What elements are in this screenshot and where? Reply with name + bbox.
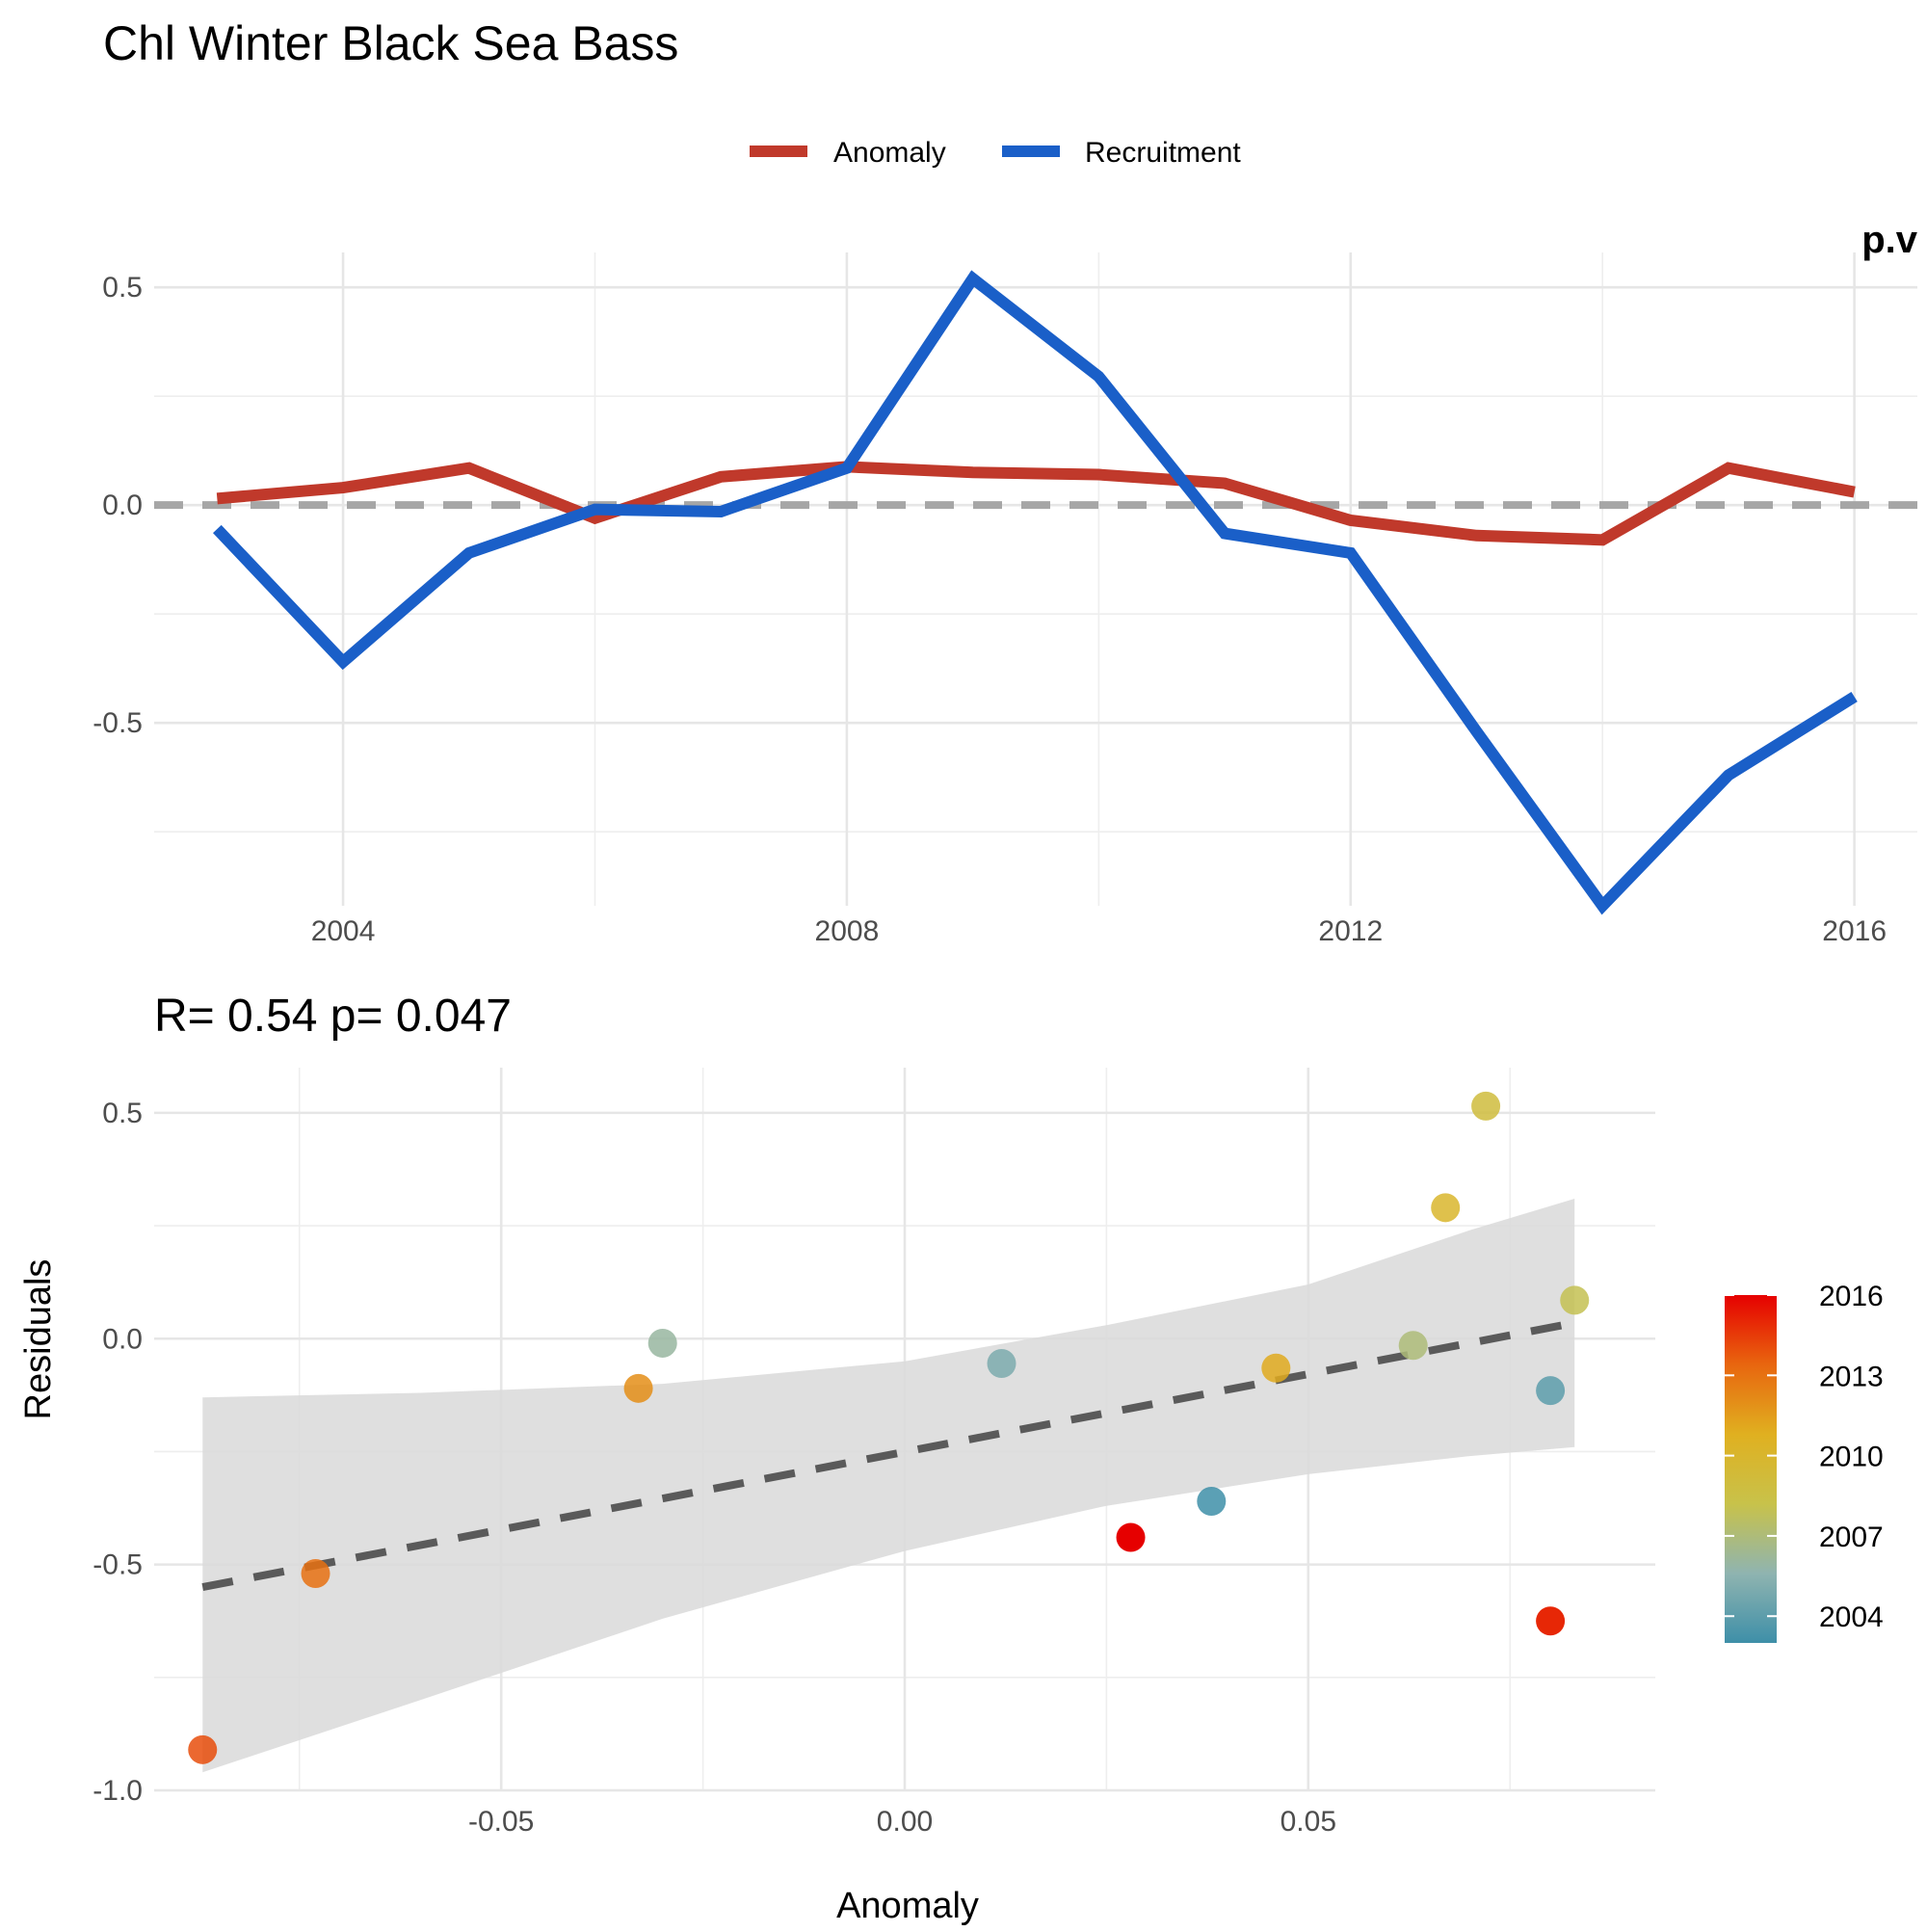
top-y-tick-label: 0.5 <box>102 272 143 304</box>
top-grid <box>154 252 1917 906</box>
colorbar-gradient <box>1725 1295 1777 1643</box>
colorbar-tick-label: 2013 <box>1819 1361 1884 1392</box>
bottom-x-tick-label: -0.05 <box>468 1806 534 1838</box>
bottom-chart-title: R= 0.54 p= 0.047 <box>154 991 512 1042</box>
top-series <box>213 270 1858 915</box>
scatter-point <box>1398 1331 1428 1361</box>
scatter-point <box>301 1559 330 1588</box>
top-y-tick-label: 0.0 <box>102 490 143 521</box>
scatter-point <box>647 1328 677 1358</box>
top-legend: Anomaly Recruitment <box>750 137 1241 169</box>
bottom-x-tick-label: 0.05 <box>1280 1806 1336 1838</box>
fit-line <box>201 1318 1575 1591</box>
bottom-y-tick-label: -0.5 <box>92 1549 143 1581</box>
top-panel: Chl Winter Black Sea Bass Anomaly Recrui… <box>92 16 1917 947</box>
scatter-point <box>1560 1285 1590 1315</box>
series-line-anomaly <box>216 461 1856 546</box>
top-tick-labels: 2004 2008 2012 2016 0.5 0.0 -0.5 <box>92 272 1887 947</box>
confidence-ribbon <box>202 1198 1575 1773</box>
bottom-tick-labels: -0.05 0.00 0.05 0.5 0.0 -0.5 -1.0 <box>92 1098 1336 1838</box>
bottom-y-tick-label: 0.0 <box>102 1323 143 1355</box>
corner-clipped-text: p.v <box>1861 219 1918 261</box>
scatter-point <box>623 1373 653 1403</box>
colorbar-tick-label: 2010 <box>1819 1442 1884 1473</box>
bottom-x-tick-label: 0.00 <box>877 1806 933 1838</box>
top-y-tick-label: -0.5 <box>92 707 143 739</box>
scatter-point <box>1536 1606 1566 1636</box>
top-x-tick-label: 2016 <box>1822 915 1887 947</box>
scatter-points <box>188 1091 1590 1764</box>
top-chart-title: Chl Winter Black Sea Bass <box>103 16 678 70</box>
legend-anomaly-label: Anomaly <box>833 137 946 169</box>
scatter-point <box>1261 1353 1291 1383</box>
scatter-point <box>1536 1376 1566 1406</box>
bottom-y-tick-label: 0.5 <box>102 1098 143 1129</box>
top-x-tick-label: 2012 <box>1318 915 1383 947</box>
colorbar-tick-label: 2016 <box>1819 1281 1884 1312</box>
scatter-point <box>987 1349 1016 1379</box>
scatter-point <box>1116 1522 1146 1552</box>
bottom-y-tick-label: -1.0 <box>92 1775 143 1807</box>
bottom-panel: R= 0.54 p= 0.047 -0.05 0.00 0.05 0.5 0.0 -0.5… <box>18 991 1884 1926</box>
series-line-recruitment <box>213 270 1858 915</box>
scatter-point <box>1197 1487 1227 1516</box>
top-x-tick-label: 2008 <box>815 915 880 947</box>
scatter-point <box>188 1734 218 1764</box>
legend-recruitment-label: Recruitment <box>1085 137 1241 169</box>
x-axis-title: Anomaly <box>836 1886 979 1926</box>
colorbar-tick-label: 2007 <box>1819 1522 1884 1553</box>
colorbar-legend: 2016 2013 2010 2007 2004 <box>1725 1281 1884 1643</box>
colorbar-tick-label: 2004 <box>1819 1601 1884 1633</box>
scatter-point <box>1471 1091 1501 1121</box>
y-axis-title: Residuals <box>18 1259 59 1420</box>
colorbar-ticks: 2016 2013 2010 2007 2004 <box>1725 1281 1884 1633</box>
top-x-tick-label: 2004 <box>311 915 376 947</box>
scatter-point <box>1431 1193 1461 1223</box>
